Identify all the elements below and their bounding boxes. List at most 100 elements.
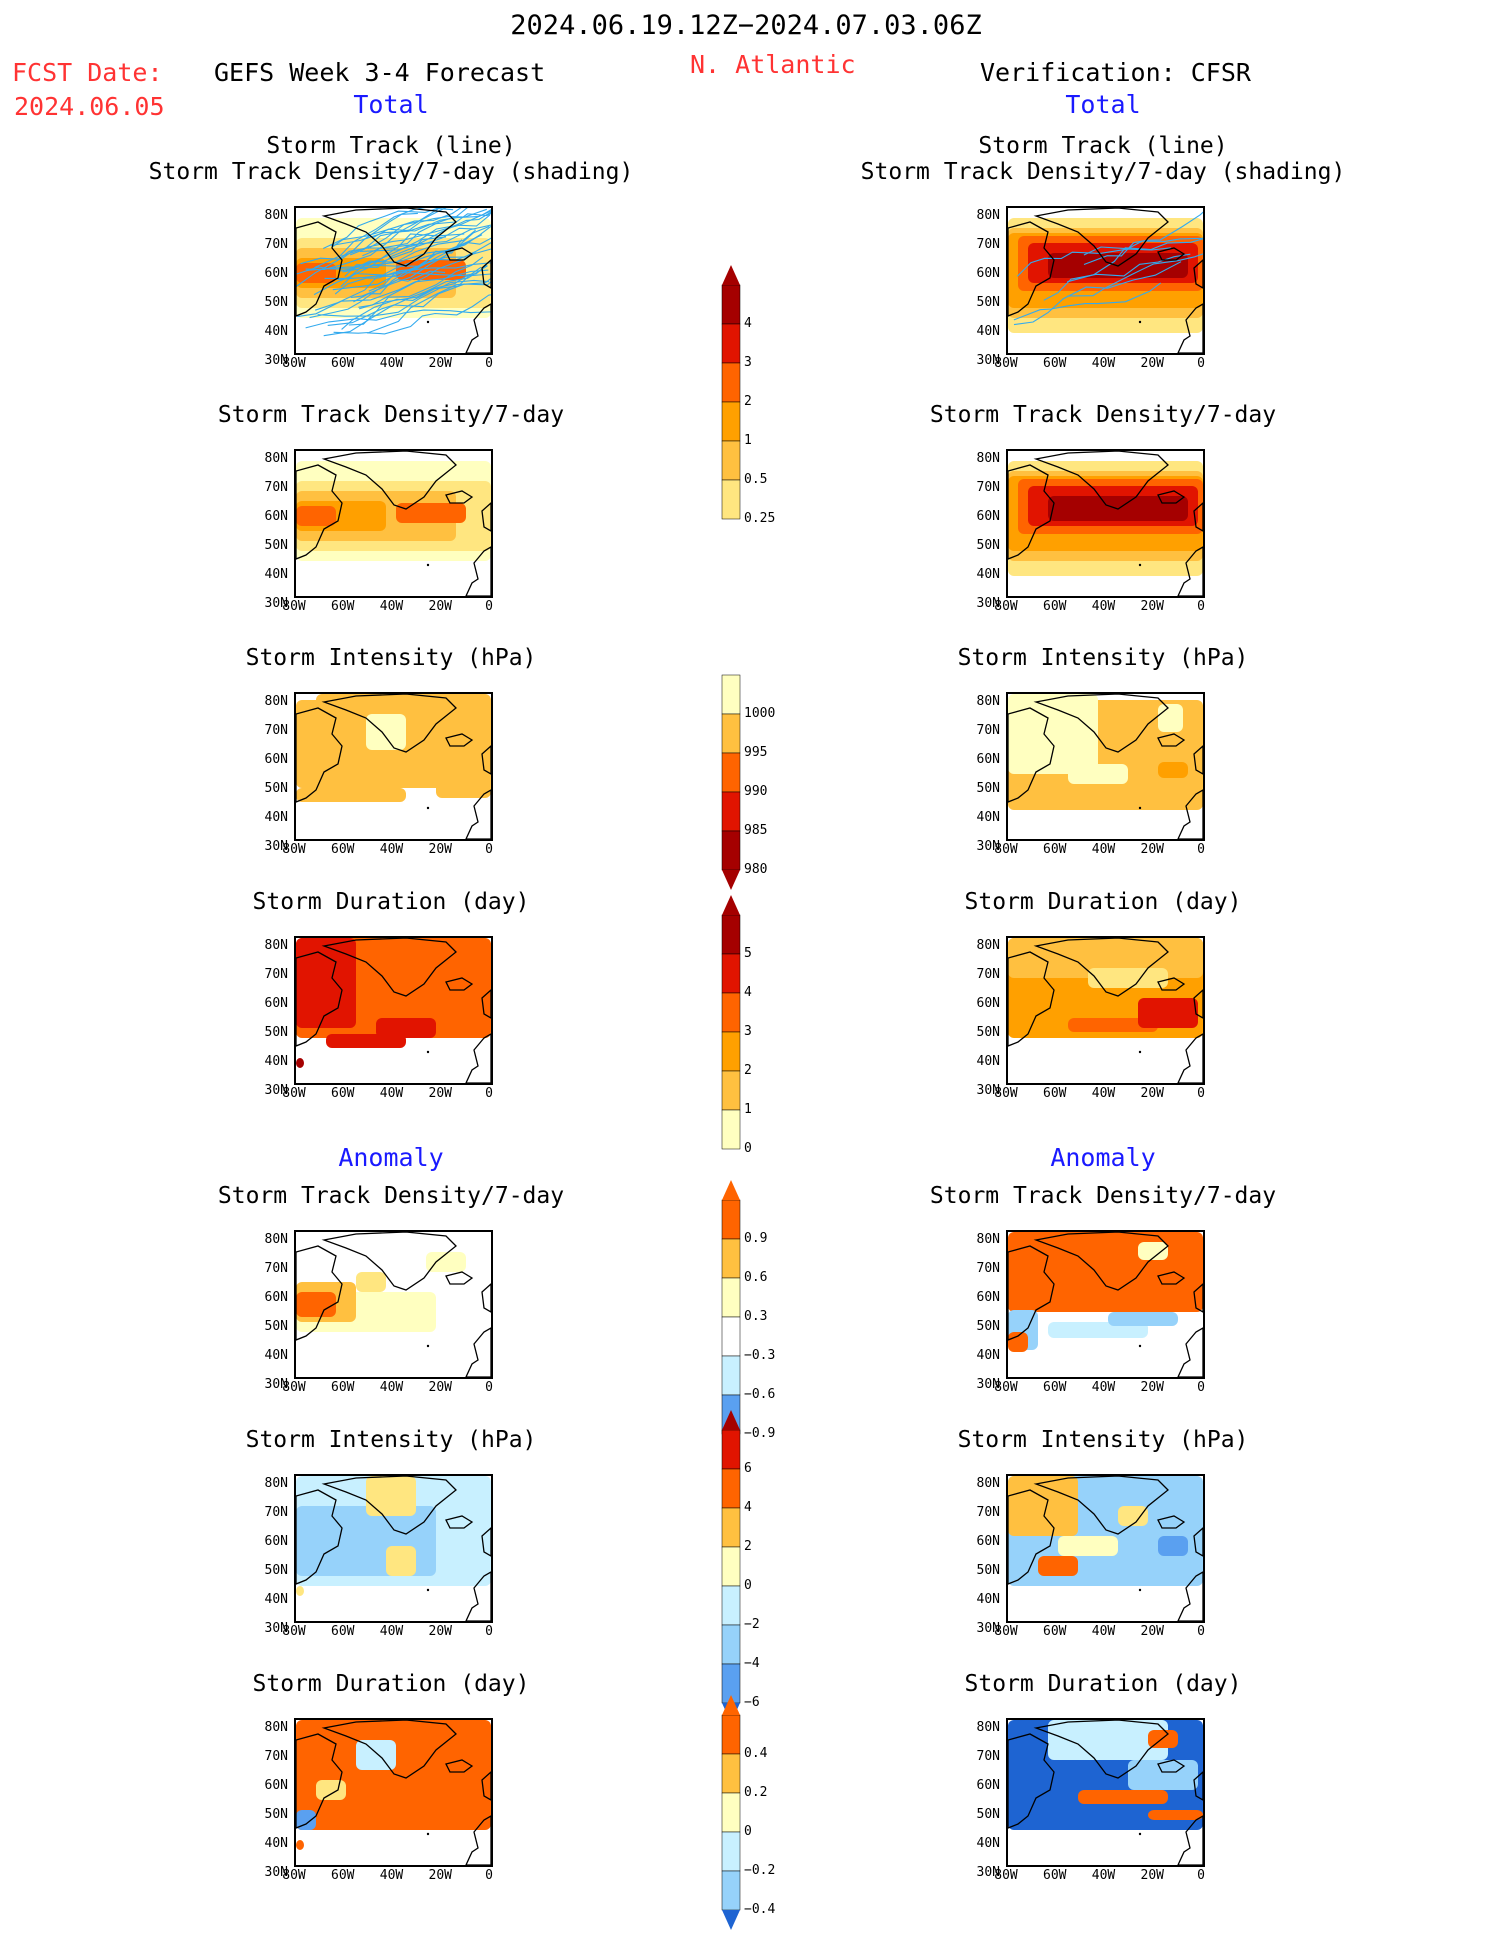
lat-tick-label: 40N xyxy=(264,1054,288,1069)
map-field xyxy=(296,208,491,353)
lon-tick-label: 0 xyxy=(1197,599,1205,614)
lat-tick-label: 70N xyxy=(264,1261,288,1276)
lat-tick-label: 30N xyxy=(264,1621,288,1636)
lat-tick-label: 80N xyxy=(264,1720,288,1735)
lon-tick-label: 60W xyxy=(1043,1868,1067,1883)
lat-tick-label: 30N xyxy=(264,353,288,368)
colorbar-label: 6 xyxy=(744,1461,752,1476)
colorbar-label: −6 xyxy=(744,1695,760,1710)
lon-tick-label: 20W xyxy=(1140,842,1164,857)
lon-tick-label: 20W xyxy=(428,1868,452,1883)
lat-tick-label: 50N xyxy=(264,538,288,553)
lat-tick-label: 30N xyxy=(264,1083,288,1098)
lon-tick-label: 80W xyxy=(282,356,306,371)
colorbar-label: 0.9 xyxy=(744,1231,768,1246)
colorbar-label: 0 xyxy=(744,1141,752,1156)
lon-tick-label: 0 xyxy=(1197,356,1205,371)
lat-tick-label: 40N xyxy=(976,567,1000,582)
lat-tick-label: 50N xyxy=(264,1563,288,1578)
lon-tick-label: 20W xyxy=(1140,1086,1164,1101)
lon-tick-label: 0 xyxy=(485,1624,493,1639)
lon-tick-label: 60W xyxy=(331,1868,355,1883)
lon-tick-label: 60W xyxy=(1043,1086,1067,1101)
lon-tick-label: 20W xyxy=(1140,1624,1164,1639)
colorbar-label: 985 xyxy=(744,823,768,838)
lat-tick-label: 40N xyxy=(976,1348,1000,1363)
lat-tick-label: 70N xyxy=(264,967,288,982)
colorbar-label: 0.4 xyxy=(744,1746,768,1761)
colorbar-density-anom xyxy=(718,1180,744,1458)
lon-tick-label: 60W xyxy=(1043,1380,1067,1395)
map-danom-forecast xyxy=(294,1230,493,1379)
lon-tick-label: 80W xyxy=(282,1624,306,1639)
lat-tick-label: 30N xyxy=(976,1083,1000,1098)
anomaly-label-right: Anomaly xyxy=(1050,1143,1156,1172)
lon-tick-label: 20W xyxy=(1140,1380,1164,1395)
lat-tick-label: 40N xyxy=(264,810,288,825)
map-track-forecast xyxy=(294,206,493,355)
lat-tick-label: 60N xyxy=(264,509,288,524)
lat-tick-label: 60N xyxy=(264,1778,288,1793)
lat-tick-label: 60N xyxy=(976,1534,1000,1549)
lat-tick-label: 70N xyxy=(264,723,288,738)
lat-tick-label: 30N xyxy=(264,596,288,611)
colorbar-label: 995 xyxy=(744,745,768,760)
lat-tick-label: 70N xyxy=(976,1749,1000,1764)
map-field xyxy=(1008,208,1203,353)
lat-tick-label: 80N xyxy=(976,208,1000,223)
map-duration-forecast xyxy=(294,936,493,1085)
lon-tick-label: 0 xyxy=(485,356,493,371)
map-duranom-verification xyxy=(1006,1718,1205,1867)
region-title: N. Atlantic xyxy=(690,50,856,79)
map-field xyxy=(296,694,491,839)
lon-tick-label: 0 xyxy=(1197,842,1205,857)
lon-tick-label: 80W xyxy=(994,599,1018,614)
title-duration-anom-left: Storm Duration (day) xyxy=(252,1671,530,1697)
map-field xyxy=(296,1720,491,1865)
lat-tick-label: 80N xyxy=(976,694,1000,709)
lat-tick-label: 60N xyxy=(976,266,1000,281)
lon-tick-label: 20W xyxy=(428,356,452,371)
colorbar-label: −2 xyxy=(744,1617,760,1632)
lat-tick-label: 50N xyxy=(264,295,288,310)
lon-tick-label: 0 xyxy=(485,1086,493,1101)
lon-tick-label: 0 xyxy=(1197,1868,1205,1883)
lat-tick-label: 40N xyxy=(264,1348,288,1363)
lat-tick-label: 70N xyxy=(976,1505,1000,1520)
map-field xyxy=(1008,1476,1203,1621)
period-title: 2024.06.19.12Z−2024.07.03.06Z xyxy=(510,10,982,41)
lat-tick-label: 80N xyxy=(264,208,288,223)
lon-tick-label: 40W xyxy=(379,1624,404,1639)
colorbar-label: 0.3 xyxy=(744,1309,768,1324)
lat-tick-label: 30N xyxy=(264,1377,288,1392)
title-duration-anom-right: Storm Duration (day) xyxy=(964,1671,1242,1697)
lat-tick-label: 30N xyxy=(976,1377,1000,1392)
colorbar-label: 2 xyxy=(744,1063,752,1078)
colorbar-label: 0.2 xyxy=(744,1785,768,1800)
map-field xyxy=(296,938,491,1083)
lat-tick-label: 50N xyxy=(976,1807,1000,1822)
colorbar-label: 3 xyxy=(744,1024,752,1039)
map-intensity-forecast xyxy=(294,692,493,841)
lon-tick-label: 80W xyxy=(994,1086,1018,1101)
title-track-line-right: Storm Track (line) xyxy=(978,133,1228,159)
colorbar-label: 4 xyxy=(744,316,752,331)
title-duration-left: Storm Duration (day) xyxy=(252,889,530,915)
lon-tick-label: 80W xyxy=(282,842,306,857)
lat-tick-label: 40N xyxy=(264,567,288,582)
lon-tick-label: 40W xyxy=(1091,842,1116,857)
lat-tick-label: 30N xyxy=(264,1865,288,1880)
lon-tick-label: 80W xyxy=(994,842,1018,857)
colorbar-label: −0.6 xyxy=(744,1387,776,1402)
lat-tick-label: 70N xyxy=(264,237,288,252)
lat-tick-label: 60N xyxy=(264,1290,288,1305)
lon-tick-label: 40W xyxy=(379,842,404,857)
lat-tick-label: 70N xyxy=(976,480,1000,495)
lat-tick-label: 80N xyxy=(976,1232,1000,1247)
lat-tick-label: 40N xyxy=(976,810,1000,825)
lat-tick-label: 30N xyxy=(976,1865,1000,1880)
colorbar-density xyxy=(718,265,744,543)
lat-tick-label: 70N xyxy=(976,237,1000,252)
map-intensity-verification xyxy=(1006,692,1205,841)
lat-tick-label: 50N xyxy=(976,1025,1000,1040)
